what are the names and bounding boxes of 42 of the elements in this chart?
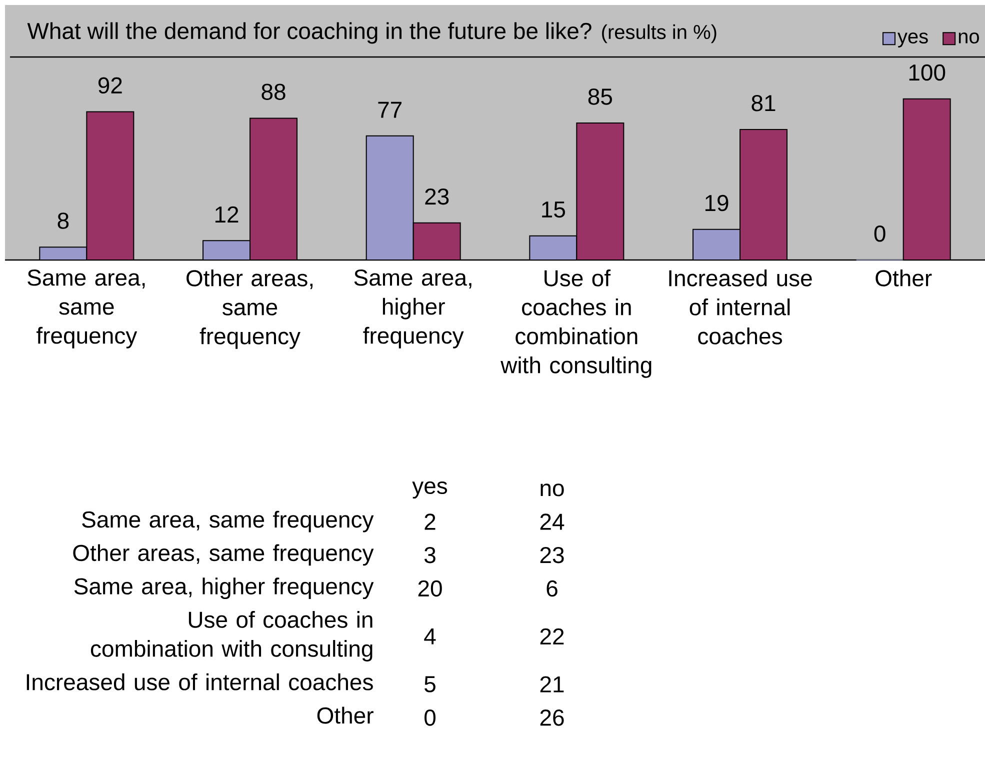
data-label: 77: [378, 102, 402, 118]
data-label: 0: [874, 225, 886, 242]
text: yes: [412, 481, 448, 499]
data-label: 88: [262, 84, 286, 100]
chart-subtitle: (results in %): [602, 24, 716, 44]
category-label: Increased use of internal coaches: [26, 673, 373, 690]
category-label: Same area, higher frequency: [74, 578, 374, 600]
data-label: 6: [546, 580, 558, 597]
data-label: 23: [425, 188, 449, 205]
x-tick-label: Other areas, same frequency: [186, 269, 312, 349]
category-label: Other areas, same frequency: [73, 544, 374, 566]
x-tick-label: Increased use of internal coaches: [669, 269, 812, 344]
chart-title: What will the demand for coaching in the future be like?: [27, 22, 592, 44]
data-label: 92: [98, 77, 122, 94]
data-label: 26: [540, 710, 564, 726]
x-tick-label: Other: [876, 269, 932, 286]
text: no: [540, 484, 564, 496]
data-label: 19: [705, 194, 728, 212]
data-label: 22: [540, 628, 564, 644]
x-tick-label: Same area, same frequency: [28, 270, 145, 348]
category-label: Same area, same frequency: [82, 510, 374, 532]
category-label: Use of coaches in combination with consulting: [90, 611, 372, 662]
data-label: 8: [58, 212, 69, 229]
data-label: 4: [424, 628, 436, 644]
data-label: 2: [424, 514, 436, 530]
data-label: 0: [424, 710, 436, 726]
legend-label: no: [958, 32, 979, 44]
data-label: 100: [909, 64, 946, 81]
legend-label: yes: [898, 32, 928, 48]
data-label: 23: [540, 546, 564, 564]
x-tick-label: Same area, higher frequency: [354, 270, 472, 348]
data-label: 5: [424, 676, 436, 692]
data-label: 12: [215, 206, 238, 222]
data-label: 21: [540, 676, 564, 692]
data-label: 20: [418, 580, 442, 597]
data-label: 3: [424, 546, 436, 564]
category-label: Other: [317, 706, 374, 724]
data-label: 24: [540, 514, 564, 530]
data-label: 85: [588, 88, 612, 105]
data-label: 15: [542, 202, 565, 218]
x-tick-label: Use of coaches in combination with consulting: [500, 270, 652, 378]
data-label: 81: [752, 94, 776, 112]
